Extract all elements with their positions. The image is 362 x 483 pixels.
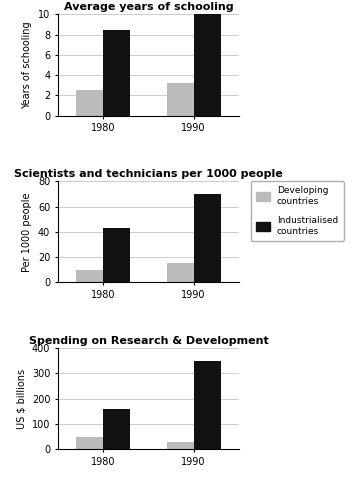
Bar [167, 263, 194, 283]
Bar [76, 90, 103, 115]
Bar [76, 270, 103, 283]
Bar [167, 441, 194, 449]
Bar [103, 409, 130, 449]
Bar [76, 437, 103, 449]
Bar [194, 194, 221, 283]
Bar [103, 228, 130, 283]
Title: Average years of schooling: Average years of schooling [64, 2, 233, 13]
Title: Spending on Research & Development: Spending on Research & Development [29, 336, 268, 346]
Bar [194, 10, 221, 115]
Bar [194, 361, 221, 449]
Legend: Developing
countries, Industrialised
countries: Developing countries, Industrialised cou… [251, 181, 344, 241]
Bar [103, 29, 130, 115]
Bar [167, 83, 194, 115]
Y-axis label: Years of schooling: Years of schooling [22, 21, 33, 109]
Y-axis label: Per 1000 people: Per 1000 people [22, 192, 32, 271]
Y-axis label: US $ billions: US $ billions [16, 369, 26, 429]
Title: Scientists and technicians per 1000 people: Scientists and technicians per 1000 peop… [14, 169, 283, 179]
